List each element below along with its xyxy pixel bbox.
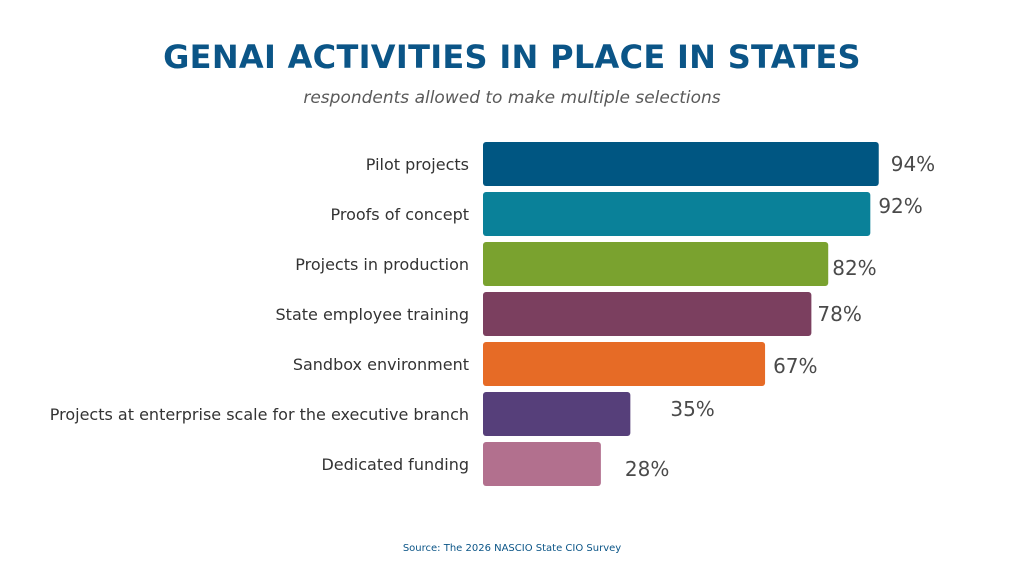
bar-3 (483, 292, 812, 336)
value-label-5: 35% (670, 397, 714, 421)
value-label-2: 82% (832, 256, 876, 280)
bar-0 (483, 142, 879, 186)
bar-4 (483, 342, 766, 386)
category-label-2: Projects in production (295, 255, 469, 274)
source-note: Source: The 2026 NASCIO State CIO Survey (402, 543, 622, 554)
category-label-3: State employee training (276, 305, 469, 324)
value-label-4: 67% (773, 354, 817, 378)
category-label-1: Proofs of concept (330, 205, 469, 224)
value-label-3: 78% (817, 302, 861, 326)
category-label-5: Projects at enterprise scale for the exe… (50, 405, 469, 424)
chart-title: GENAI ACTIVITIES IN PLACE IN STATES (163, 38, 861, 76)
bar-5 (483, 392, 631, 436)
category-label-0: Pilot projects (366, 155, 469, 174)
value-label-1: 92% (878, 194, 922, 218)
value-label-0: 94% (891, 152, 935, 176)
bar-chart: Pilot projects 94% Proofs of concept 92% Pro… (50, 142, 935, 486)
value-label-6: 28% (625, 457, 669, 481)
bar-6 (483, 442, 601, 486)
bar-1 (483, 192, 871, 236)
category-label-6: Dedicated funding (321, 455, 469, 474)
chart-subtitle: respondents allowed to make multiple sel… (303, 88, 721, 108)
category-label-4: Sandbox environment (293, 355, 469, 374)
bar-2 (483, 242, 829, 286)
